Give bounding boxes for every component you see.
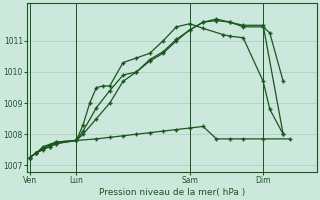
X-axis label: Pression niveau de la mer( hPa ): Pression niveau de la mer( hPa ) [99,188,245,197]
